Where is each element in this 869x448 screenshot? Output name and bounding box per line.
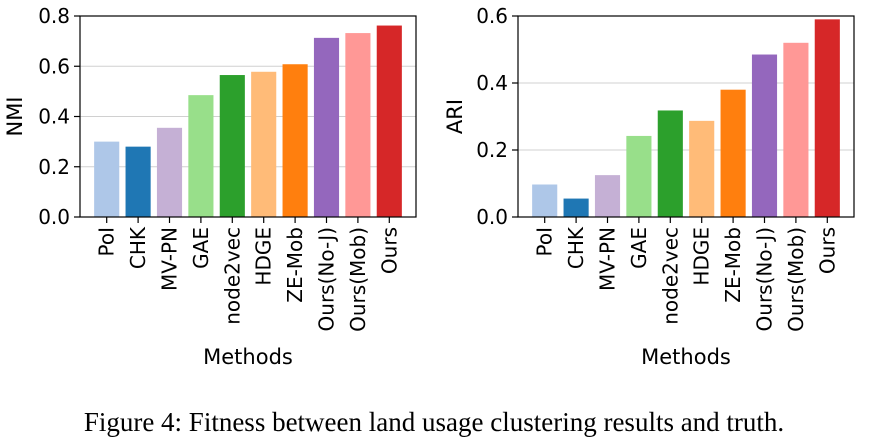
- nmi-ytick-label: 0.2: [38, 155, 70, 179]
- ari-xtick-label: node2vec: [658, 227, 682, 325]
- nmi-chart: 0.0 0.2 0.4 0.6 0.8 PoI CHK MV-PN GAE node2vec HDG…: [3, 4, 417, 369]
- ari-ytick-label: 0.2: [476, 138, 508, 162]
- nmi-ytick-label: 0.4: [38, 105, 70, 129]
- ari-xtick-label: Ours(No-J): [753, 227, 777, 331]
- ari-xtick-label: GAE: [627, 227, 651, 269]
- ari-bar: [594, 175, 621, 217]
- nmi-xlabel: Methods: [203, 345, 293, 369]
- nmi-bar: [125, 146, 151, 217]
- nmi-bar: [251, 71, 277, 217]
- nmi-xtick-label: ZE-Mob: [283, 227, 307, 303]
- ari-xlabel: Methods: [641, 345, 731, 369]
- nmi-xtick-label: MV-PN: [158, 227, 182, 291]
- ari-ytick-label: 0.0: [476, 205, 508, 229]
- ari-xtick-label: CHK: [564, 226, 588, 269]
- ari-xtick-label: Ours: [815, 227, 839, 274]
- nmi-ylabel: NMI: [3, 96, 27, 136]
- ari-bar: [720, 89, 746, 217]
- nmi-bar: [345, 33, 371, 218]
- nmi-bar: [188, 95, 214, 217]
- ari-xtick-label: PoI: [533, 227, 557, 256]
- ari-xtick-label: ZE-Mob: [721, 227, 745, 303]
- nmi-xtick-label: HDGE: [252, 227, 276, 286]
- nmi-xtick-label: Ours(No-J): [315, 227, 339, 331]
- nmi-ytick-label: 0.8: [38, 4, 70, 28]
- ari-bar: [689, 120, 715, 217]
- nmi-bar: [313, 37, 340, 217]
- figure-caption: Figure 4: Fitness between land usage clu…: [84, 407, 784, 437]
- ari-xtick-label: HDGE: [690, 227, 714, 286]
- nmi-ytick-label: 0.0: [38, 205, 70, 229]
- nmi-xtick-label: GAE: [189, 227, 213, 269]
- ari-bar: [626, 135, 652, 217]
- ari-ytick-label: 0.4: [476, 71, 508, 95]
- nmi-bar: [94, 141, 120, 217]
- nmi-xtick-label: PoI: [95, 227, 119, 256]
- nmi-xtick-label: Ours(Mob): [346, 227, 370, 332]
- nmi-plot-frame: [79, 15, 417, 218]
- ari-ytick-label: 0.6: [476, 4, 508, 28]
- ari-xtick-label: Ours(Mob): [784, 227, 808, 332]
- nmi-ytick-label: 0.6: [38, 54, 70, 78]
- nmi-xtick-label: Ours: [377, 227, 401, 274]
- ari-bar: [783, 42, 809, 217]
- ari-bar: [814, 19, 840, 217]
- nmi-bar: [282, 64, 308, 218]
- ari-ylabel: ARI: [443, 99, 467, 134]
- ari-xtick-label: MV-PN: [596, 227, 620, 291]
- nmi-bar: [219, 75, 245, 217]
- ari-bar: [657, 110, 683, 217]
- ari-bar: [563, 198, 589, 217]
- ari-chart: 0.0 0.2 0.4 0.6 PoI CHK MV-PN GAE node2vec HDGE ZE…: [443, 4, 855, 369]
- nmi-bar: [376, 25, 402, 217]
- ari-bar: [751, 54, 778, 218]
- ari-bar: [532, 184, 558, 217]
- ari-plot-frame: [517, 15, 855, 218]
- nmi-xtick-label: CHK: [126, 226, 150, 269]
- nmi-bar: [156, 127, 183, 217]
- nmi-xtick-label: node2vec: [220, 227, 244, 325]
